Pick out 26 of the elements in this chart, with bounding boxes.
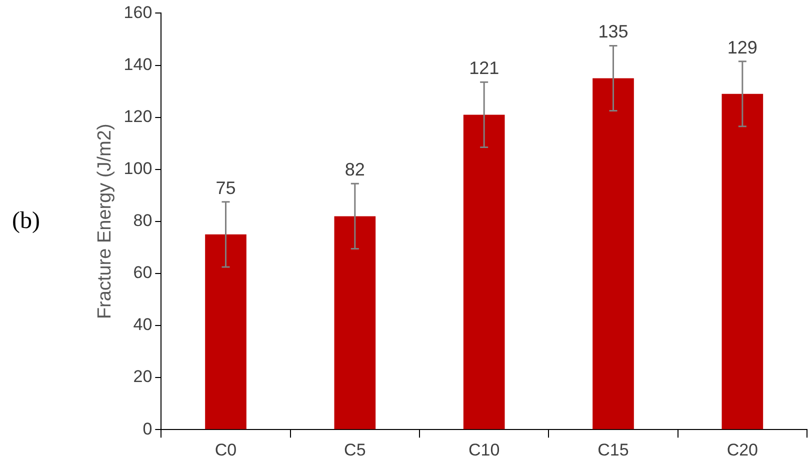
bar: [205, 234, 246, 430]
data-label: 129: [727, 37, 758, 58]
y-tick-label: 140: [124, 54, 152, 74]
y-tick-label: 60: [133, 263, 152, 282]
y-tick-label: 20: [133, 367, 152, 386]
data-label: 121: [469, 58, 500, 78]
y-tick-label: 120: [124, 106, 152, 126]
bar: [592, 78, 634, 430]
y-tick-label: 80: [133, 211, 152, 230]
y-tick-label: 40: [133, 315, 152, 334]
bar: [722, 94, 764, 430]
data-label: 135: [598, 22, 628, 42]
data-label: 82: [344, 160, 365, 180]
bar: [334, 216, 376, 430]
y-tick-label: 160: [124, 2, 152, 22]
x-tick-label: C5: [344, 440, 366, 460]
x-tick-label: C15: [598, 440, 629, 460]
bar: [463, 114, 505, 430]
data-label: 75: [216, 178, 236, 198]
y-tick-label: 100: [124, 159, 152, 178]
y-tick-label: 0: [142, 419, 152, 438]
y-axis-title: Fracture Energy (J/m2): [94, 124, 116, 320]
x-tick-label: C10: [468, 440, 500, 460]
text: (b): [12, 208, 40, 235]
x-tick-label: C20: [726, 440, 758, 460]
x-tick-label: C0: [214, 440, 237, 460]
